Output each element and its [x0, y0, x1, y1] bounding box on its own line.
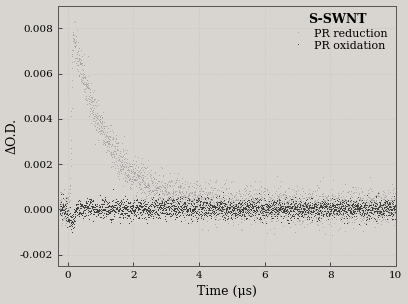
PR oxidation: [188, 208, 193, 212]
Y-axis label: ΔO.D.: ΔO.D.: [6, 118, 18, 154]
PR oxidation: [345, 222, 350, 225]
PR reduction: [357, 197, 362, 201]
PR reduction: [330, 234, 335, 238]
PR oxidation: [245, 201, 250, 204]
PR oxidation: [393, 212, 398, 216]
PR oxidation: [70, 231, 75, 235]
PR reduction: [393, 202, 398, 206]
Line: PR reduction: PR reduction: [55, 18, 400, 240]
PR oxidation: [357, 205, 362, 209]
PR reduction: [64, 209, 69, 213]
PR oxidation: [64, 221, 69, 224]
PR reduction: [57, 201, 62, 205]
Line: PR oxidation: PR oxidation: [55, 186, 400, 237]
PR reduction: [245, 203, 250, 206]
X-axis label: Time (μs): Time (μs): [197, 285, 257, 299]
PR reduction: [188, 198, 193, 202]
PR reduction: [73, 20, 78, 23]
PR oxidation: [57, 205, 62, 208]
Legend: PR reduction, PR oxidation: PR reduction, PR oxidation: [284, 11, 390, 53]
PR oxidation: [111, 188, 115, 192]
PR reduction: [345, 220, 350, 223]
PR oxidation: [331, 209, 336, 213]
PR reduction: [331, 210, 336, 214]
